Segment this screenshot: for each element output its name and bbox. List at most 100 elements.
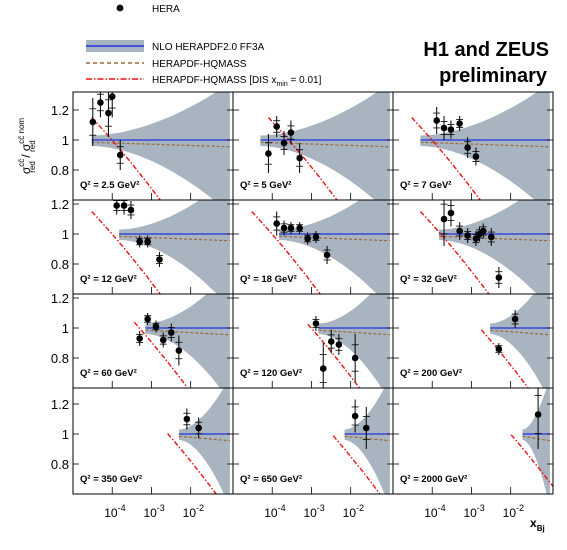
- hqmass-curve: [318, 329, 390, 336]
- panel-plot-area: [332, 388, 390, 494]
- x-tick-label: 10-2: [343, 503, 364, 520]
- y-tick-label: 1.2: [51, 291, 69, 306]
- data-point: [447, 209, 455, 217]
- data-point: [351, 354, 359, 362]
- data-point: [120, 202, 128, 209]
- data-point: [495, 345, 503, 353]
- panel-plot-area: [167, 388, 230, 494]
- data-point: [127, 206, 135, 214]
- panel-plot-area: [419, 200, 550, 294]
- panel-plot-area: [480, 294, 550, 388]
- data-point: [534, 411, 542, 418]
- legend-hera-label: HERA: [152, 4, 180, 15]
- panel-plot-area: [260, 92, 390, 200]
- data-point: [273, 220, 280, 227]
- panels: Q² = 2.5 GeV² Q² = 5 GeV² Q² = 7 GeV² Q² = …: [51, 91, 554, 520]
- y-tick-label: 1.2: [51, 397, 69, 412]
- q2-label: Q² = 200 GeV²: [400, 368, 462, 379]
- panel-7: Q² = 60 GeV²: [72, 293, 234, 389]
- q2-label: Q² = 7 GeV²: [400, 180, 451, 191]
- dismin-curve: [510, 434, 553, 487]
- y-tick-label: 1: [62, 321, 69, 336]
- dismin-curve: [251, 211, 322, 294]
- y-tick-label: 0.8: [51, 351, 69, 366]
- panel-10: Q² = 350 GeV²: [72, 387, 234, 495]
- y-tick-label: 1: [62, 227, 69, 242]
- data-point: [152, 323, 160, 330]
- panel-plot-area: [91, 200, 230, 294]
- data-point: [175, 347, 183, 354]
- data-point: [280, 224, 288, 232]
- q2-label: Q² = 5 GeV²: [240, 180, 291, 191]
- uncertainty-band: [145, 294, 230, 388]
- data-point: [511, 315, 519, 323]
- y-tick-label: 1.2: [51, 197, 69, 212]
- data-point: [327, 338, 335, 345]
- panel-plot-area: [510, 388, 553, 494]
- y-tick-label: 1: [62, 133, 69, 148]
- panel-plot-area: [307, 294, 390, 388]
- data-point: [312, 320, 320, 327]
- data-point: [105, 109, 112, 117]
- q2-label: Q² = 120 GeV²: [240, 368, 302, 379]
- q2-label: Q² = 12 GeV²: [80, 274, 137, 285]
- panel-plot-area: [89, 92, 230, 200]
- data-point: [362, 424, 370, 432]
- q2-label: Q² = 2.5 GeV²: [80, 180, 139, 191]
- data-point: [456, 227, 463, 235]
- data-point: [167, 329, 175, 336]
- data-point: [159, 336, 167, 344]
- data-point: [116, 151, 124, 159]
- data-point: [144, 238, 151, 245]
- x-tick-label: 10-3: [463, 503, 484, 520]
- panel-4: Q² = 12 GeV²: [72, 199, 234, 295]
- y-axis-title: σcc̄ red / σcc̄ nomred: [17, 118, 37, 175]
- dismin-curve: [267, 117, 338, 200]
- uncertainty-band: [178, 388, 230, 494]
- uncertainty-band: [318, 294, 390, 388]
- uncertainty-band: [119, 200, 230, 294]
- q2-label: Q² = 350 GeV²: [80, 474, 142, 485]
- data-point: [487, 233, 495, 241]
- q2-label: Q² = 60 GeV²: [80, 368, 137, 379]
- panel-frame: [392, 387, 554, 495]
- data-point: [440, 215, 448, 223]
- x-tick-label: 10-3: [303, 503, 324, 520]
- data-point: [433, 117, 440, 124]
- legend-hera-marker: [116, 4, 124, 12]
- q2-label: Q² = 18 GeV²: [240, 274, 297, 285]
- y-tick-label: 0.8: [51, 257, 69, 272]
- uncertainty-band: [522, 388, 550, 494]
- x-tick-label: 10-3: [143, 503, 164, 520]
- data-point: [456, 120, 463, 127]
- data-point: [195, 424, 202, 432]
- y-tick-label: 1.2: [51, 103, 69, 118]
- data-point: [144, 315, 151, 323]
- x-tick-label: 10-4: [264, 503, 285, 520]
- data-point: [265, 150, 272, 157]
- panel-8: Q² = 120 GeV²: [232, 293, 394, 389]
- panel-11: Q² = 650 GeV²: [232, 387, 394, 495]
- q2-label: Q² = 650 GeV²: [240, 474, 302, 485]
- x-axis-title: xBj: [530, 516, 545, 533]
- hqmass-curve: [344, 435, 390, 442]
- data-point: [319, 365, 327, 372]
- title-line2: preliminary: [439, 65, 548, 87]
- dismin-curve: [411, 117, 482, 200]
- dismin-curve: [307, 323, 361, 388]
- panel-plot-area: [411, 92, 550, 200]
- data-point: [287, 224, 295, 232]
- panel-2: Q² = 5 GeV²: [232, 91, 394, 201]
- x-tick-label: 10-2: [503, 503, 524, 520]
- uncertainty-band: [420, 92, 550, 200]
- data-point: [296, 224, 303, 232]
- data-point: [183, 415, 191, 423]
- hqmass-curve: [91, 141, 230, 148]
- dismin-curve: [480, 329, 529, 388]
- panel-5: Q² = 18 GeV²: [232, 199, 394, 295]
- data-point: [97, 99, 104, 106]
- y-tick-label: 0.8: [51, 163, 69, 178]
- y-tick-label: 1: [62, 427, 69, 442]
- data-point: [273, 123, 280, 130]
